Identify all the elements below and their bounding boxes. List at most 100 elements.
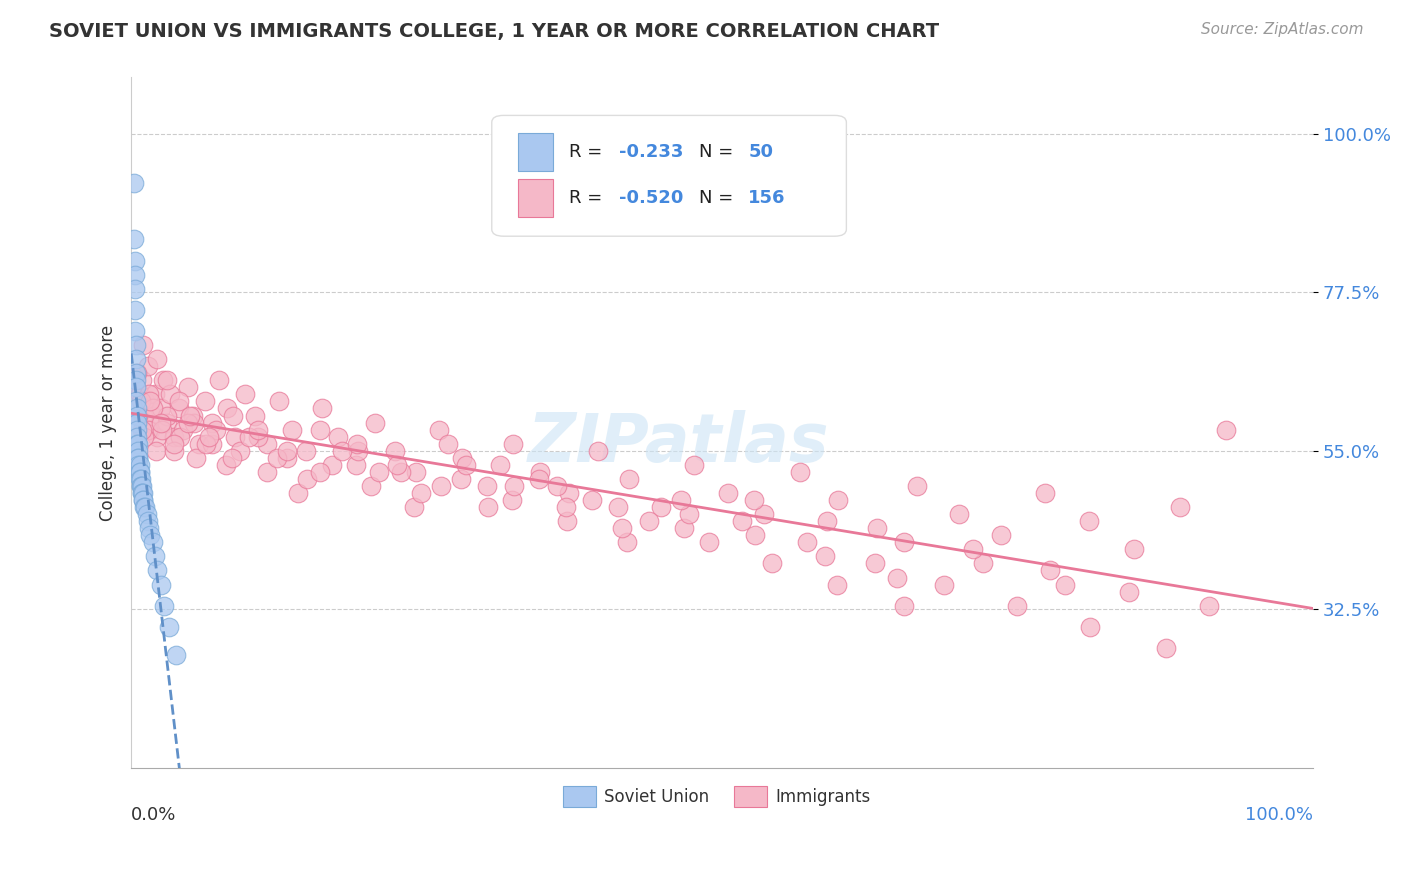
Point <box>402 500 425 514</box>
Point <box>501 493 523 508</box>
Point <box>127 458 149 472</box>
Point <box>135 507 157 521</box>
Point <box>163 443 186 458</box>
Point <box>167 401 190 416</box>
Point <box>149 416 172 430</box>
Point <box>124 268 146 282</box>
Point <box>503 479 526 493</box>
Point <box>139 528 162 542</box>
Point <box>127 401 149 416</box>
Point <box>129 479 152 493</box>
Point <box>136 514 159 528</box>
Text: R =: R = <box>568 189 607 207</box>
Bar <box>562 787 596 807</box>
Text: 100.0%: 100.0% <box>1246 805 1313 823</box>
Point <box>368 465 391 479</box>
Point <box>454 458 477 472</box>
Point <box>387 458 409 472</box>
Point <box>427 423 450 437</box>
Point <box>134 430 156 444</box>
Point <box>1215 423 1237 437</box>
Point <box>132 493 155 508</box>
Point <box>163 430 186 444</box>
Text: N =: N = <box>699 189 738 207</box>
Point <box>156 409 179 423</box>
Point <box>183 416 205 430</box>
Point <box>309 423 332 437</box>
Point <box>159 387 181 401</box>
Point <box>789 465 811 479</box>
Point <box>233 387 256 401</box>
Point <box>863 557 886 571</box>
Point <box>678 507 700 521</box>
Point <box>127 436 149 450</box>
Point <box>215 458 238 472</box>
Point <box>742 493 765 508</box>
Point <box>194 436 217 450</box>
Point <box>132 409 155 423</box>
Point <box>128 465 150 479</box>
Point <box>134 394 156 409</box>
Point <box>127 416 149 430</box>
Point <box>796 535 818 549</box>
Point <box>364 416 387 430</box>
Point <box>229 443 252 458</box>
Point <box>125 338 148 352</box>
Point <box>669 493 692 508</box>
Point <box>122 232 145 246</box>
Point <box>127 443 149 458</box>
Point <box>127 409 149 423</box>
Point <box>616 535 638 549</box>
Point <box>198 430 221 444</box>
Point <box>295 443 318 458</box>
Text: SOVIET UNION VS IMMIGRANTS COLLEGE, 1 YEAR OR MORE CORRELATION CHART: SOVIET UNION VS IMMIGRANTS COLLEGE, 1 YE… <box>49 22 939 41</box>
Bar <box>517 133 553 170</box>
Text: las: las <box>723 410 830 476</box>
Point <box>193 394 215 409</box>
Point <box>1077 514 1099 528</box>
Point <box>546 479 568 493</box>
Point <box>208 373 231 387</box>
Point <box>134 500 156 514</box>
Point <box>245 409 267 423</box>
Point <box>266 450 288 465</box>
Point <box>169 430 191 444</box>
Point <box>276 443 298 458</box>
Point <box>124 324 146 338</box>
Point <box>281 423 304 437</box>
Point <box>934 577 956 591</box>
Point <box>201 416 224 430</box>
Point <box>127 436 149 450</box>
Text: Immigrants: Immigrants <box>776 789 870 806</box>
Point <box>179 409 201 423</box>
Point <box>489 458 512 472</box>
Point <box>437 436 460 450</box>
Point <box>817 514 839 528</box>
Point <box>129 472 152 486</box>
Point <box>215 401 238 416</box>
Point <box>683 458 706 472</box>
Bar <box>517 179 553 217</box>
Point <box>139 423 162 437</box>
Point <box>128 387 150 401</box>
Bar <box>734 787 768 807</box>
Point <box>136 359 159 374</box>
Point <box>347 443 370 458</box>
Point <box>157 620 180 634</box>
Point <box>326 430 349 444</box>
Point <box>827 493 849 508</box>
Point <box>132 493 155 508</box>
Point <box>177 380 200 394</box>
Point <box>1198 599 1220 613</box>
Point <box>360 479 382 493</box>
Point <box>125 352 148 367</box>
Point <box>132 338 155 352</box>
Point <box>129 479 152 493</box>
Point <box>246 423 269 437</box>
Point <box>131 373 153 387</box>
Point <box>256 436 278 450</box>
Point <box>617 472 640 486</box>
Point <box>222 409 245 423</box>
Point <box>187 436 209 450</box>
Point <box>125 373 148 387</box>
